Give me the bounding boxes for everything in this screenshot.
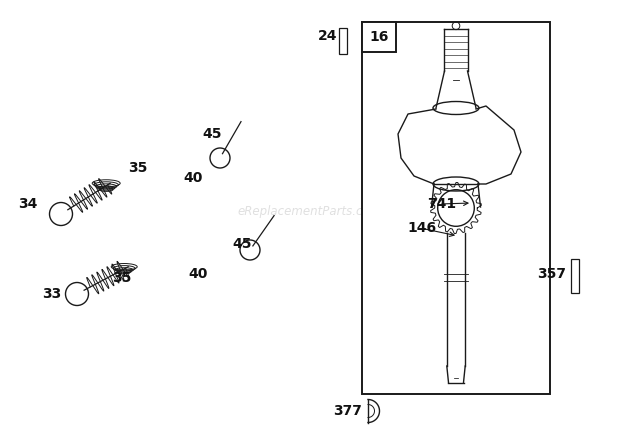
FancyBboxPatch shape — [362, 22, 396, 52]
Text: 34: 34 — [19, 197, 38, 211]
Text: 40: 40 — [184, 171, 203, 185]
Text: 741: 741 — [427, 197, 456, 211]
FancyBboxPatch shape — [572, 259, 578, 293]
FancyBboxPatch shape — [339, 28, 347, 54]
Text: 35: 35 — [128, 161, 148, 175]
Text: eReplacementParts.com: eReplacementParts.com — [238, 205, 382, 218]
Text: 45: 45 — [202, 127, 222, 141]
Text: 33: 33 — [42, 287, 61, 301]
Text: 146: 146 — [407, 221, 436, 235]
FancyBboxPatch shape — [362, 22, 550, 394]
Text: 35: 35 — [112, 271, 131, 285]
Text: 40: 40 — [188, 267, 208, 281]
Text: 16: 16 — [370, 30, 389, 44]
Text: 377: 377 — [334, 404, 363, 418]
Text: 24: 24 — [318, 29, 338, 43]
Text: 45: 45 — [232, 237, 252, 251]
Text: 357: 357 — [538, 267, 567, 281]
